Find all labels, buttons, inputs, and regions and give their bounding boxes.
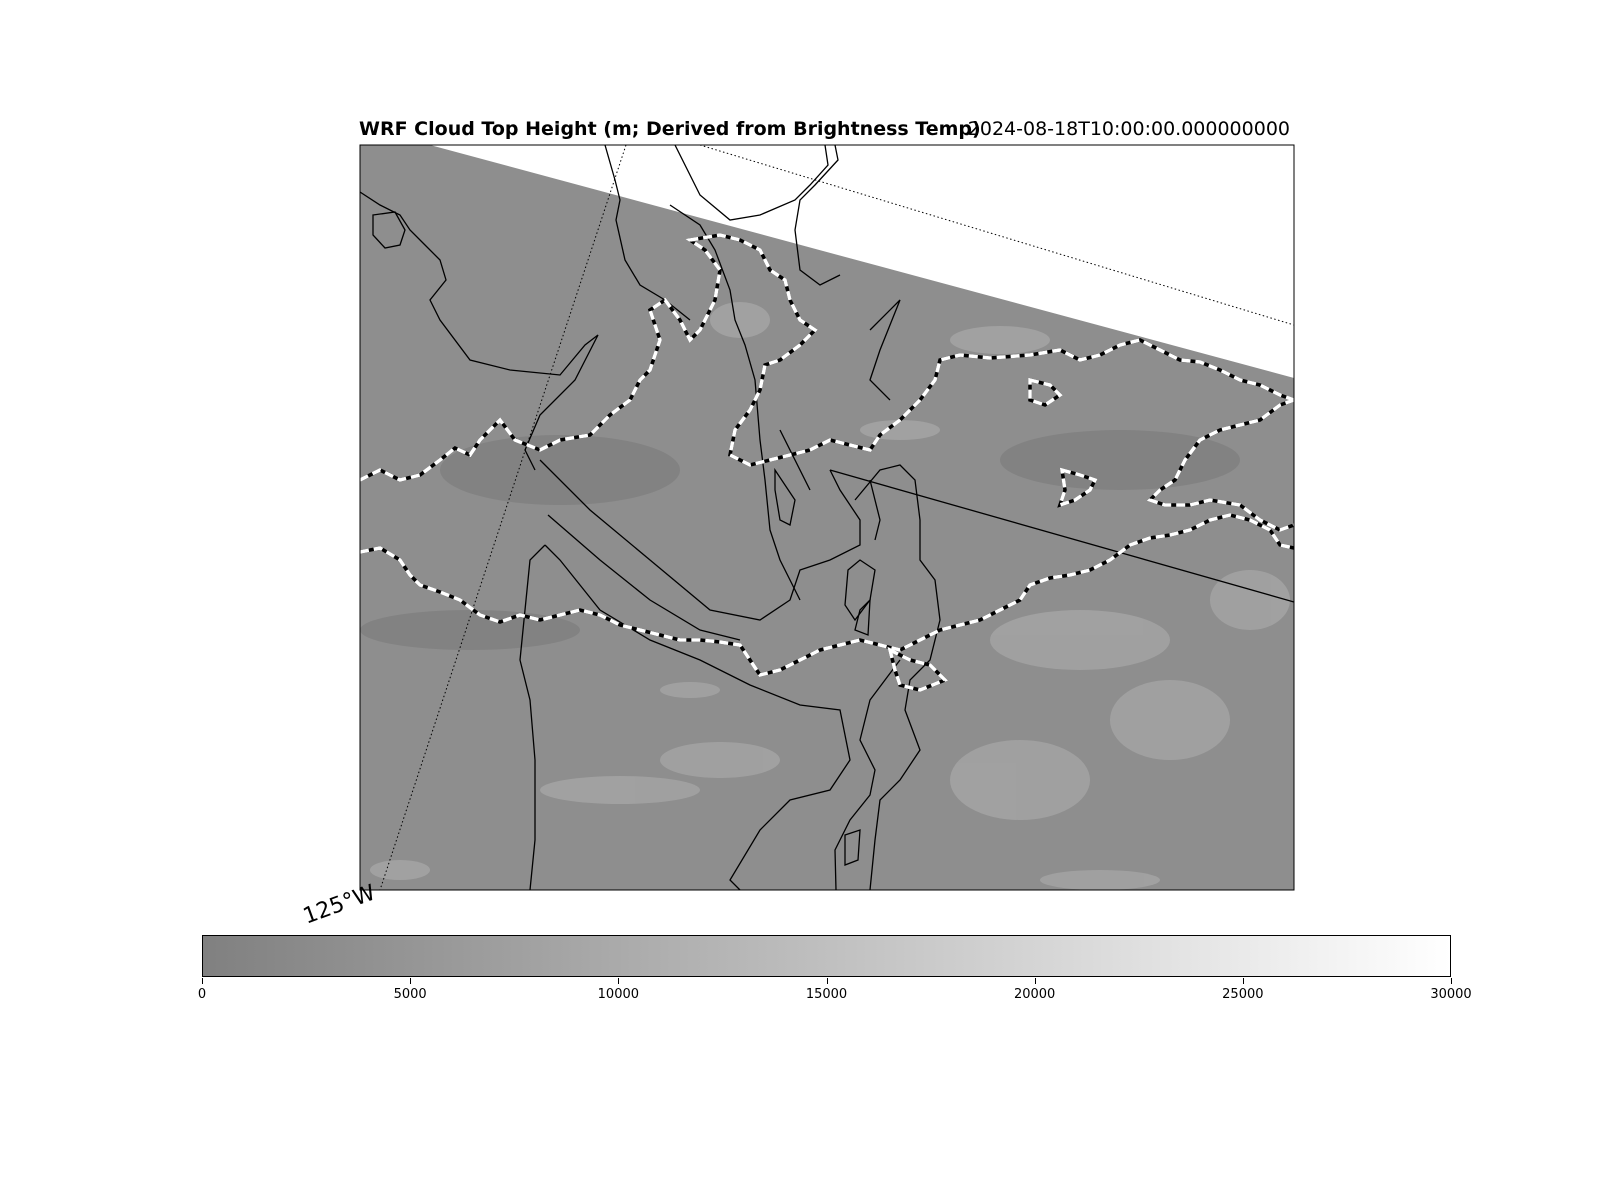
colorbar-tick-label: 10000 (597, 987, 640, 1002)
map-title: WRF Cloud Top Height (m; Derived from Br… (359, 118, 981, 140)
field-dark-patches (360, 430, 1240, 650)
colorbar-tick (1451, 978, 1452, 984)
colorbar-tick-label: 15000 (805, 987, 848, 1002)
colorbar-tick (202, 978, 203, 984)
colorbar-tick-label: 25000 (1222, 987, 1264, 1002)
colorbar-gradient (202, 935, 1451, 977)
cloud-top-height-field (360, 145, 1294, 890)
colorbar-tick-label: 20000 (1013, 987, 1056, 1002)
graticule-lines (379, 145, 1294, 890)
height-contours (360, 233, 1294, 692)
colorbar-tick-label: 0 (197, 987, 207, 1002)
coastlines (360, 145, 1294, 890)
colorbar-tick-label: 5000 (393, 987, 427, 1002)
map-frame (359, 144, 1295, 891)
colorbar-tick (1034, 978, 1036, 984)
colorbar-tick-label: 30000 (1430, 987, 1472, 1002)
map-panel (360, 145, 1294, 890)
colorbar (202, 935, 1451, 977)
map-timestamp: 2024-08-18T10:00:00.000000000 (967, 118, 1290, 140)
colorbar-tick (410, 978, 412, 984)
colorbar-tick (1242, 978, 1244, 984)
colorbar-tick (826, 978, 828, 984)
colorbar-tick (618, 978, 620, 984)
